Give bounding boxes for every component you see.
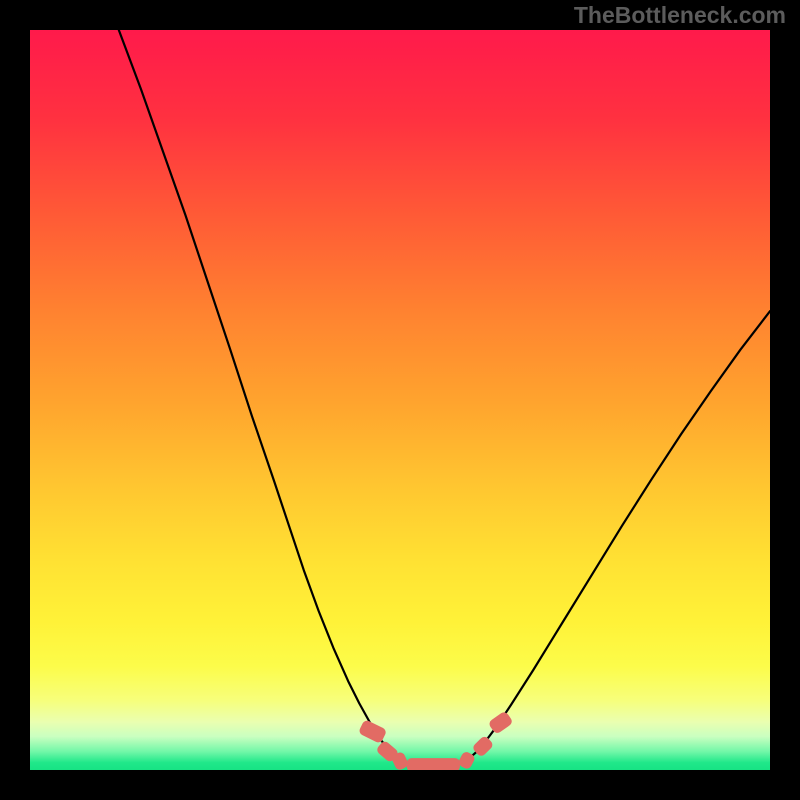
bottleneck-curve-plot bbox=[30, 30, 770, 770]
curve-marker-3 bbox=[407, 758, 460, 770]
gradient-background bbox=[30, 30, 770, 770]
watermark-text: TheBottleneck.com bbox=[574, 2, 786, 29]
chart-container: TheBottleneck.com bbox=[0, 0, 800, 800]
